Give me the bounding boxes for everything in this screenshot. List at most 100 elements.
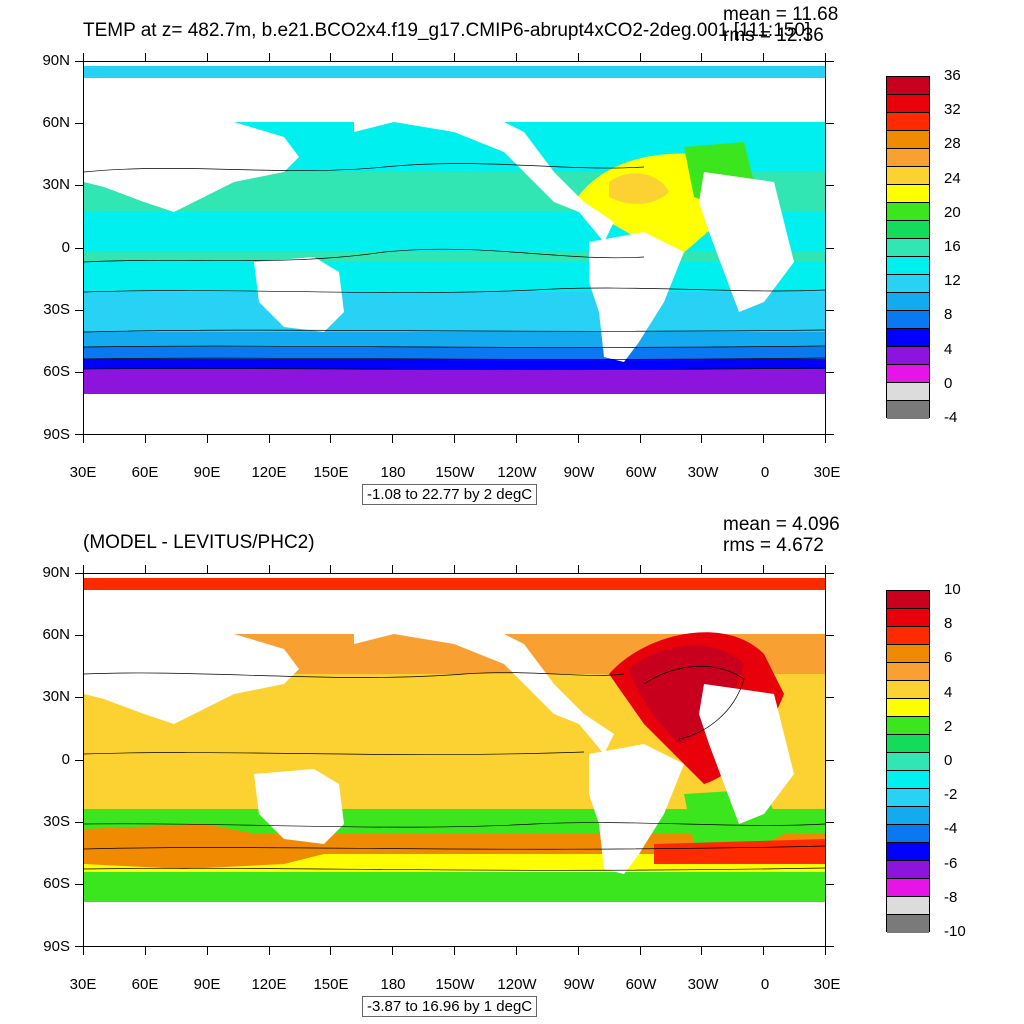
lat-tick: [826, 309, 834, 311]
colorbar-swatch: [887, 275, 929, 293]
contour-line: [643, 665, 745, 740]
south-america-land: [589, 232, 684, 362]
lon-label: 30E: [813, 976, 841, 993]
south-band-1: [84, 292, 825, 332]
lon-tick: [392, 947, 394, 955]
lon-label: 60E: [131, 464, 159, 481]
lon-tick: [83, 53, 84, 61]
lon-label: 120W: [497, 976, 537, 993]
south-atlantic-red: [654, 839, 825, 864]
colorbar-swatch: [887, 915, 929, 933]
lat-label: 90S: [43, 426, 70, 443]
colorbar-swatch: [887, 311, 929, 329]
bottom-mean-label: mean = 4.096: [723, 514, 840, 535]
southern-ocean-band: [84, 872, 825, 902]
lon-label: 30W: [687, 976, 719, 993]
lon-tick: [577, 53, 579, 61]
lon-tick: [83, 947, 84, 955]
colorbar-label: -8: [944, 888, 958, 906]
colorbar-label: 28: [944, 135, 961, 153]
australia-land: [254, 257, 344, 332]
lon-tick: [144, 565, 146, 573]
lat-tick: [826, 123, 834, 125]
colorbar-label: 10: [944, 581, 961, 598]
lon-tick: [454, 947, 455, 955]
colorbar-swatch: [887, 149, 929, 167]
atlantic-warm-core: [609, 173, 669, 204]
lon-tick: [268, 53, 270, 61]
lat-tick: [75, 635, 83, 637]
colorbar-label: 0: [944, 752, 953, 769]
contour-line: [84, 751, 585, 755]
north-atlantic-core: [629, 645, 744, 744]
bottom-map-panel: (MODEL - LEVITUS/PHC2) mean = 4.096 rms …: [0, 512, 1024, 1024]
contour-line: [84, 163, 645, 173]
colorbar-label: -6: [944, 854, 958, 872]
lon-tick: [763, 565, 765, 573]
lon-tick: [515, 53, 517, 61]
top-colorbar: [886, 76, 930, 419]
lat-label: 30S: [43, 813, 70, 830]
bottom-colorbar: [886, 590, 930, 933]
contour-line: [84, 287, 825, 293]
lon-tick: [144, 947, 146, 955]
lon-label: 180: [380, 976, 406, 993]
lon-label: 90W: [563, 976, 595, 993]
colorbar-label: 12: [944, 272, 961, 290]
lat-label: 60N: [42, 626, 70, 643]
colorbar-label: -2: [944, 786, 958, 804]
africa-land: [699, 172, 794, 312]
lat-tick: [75, 371, 83, 373]
lon-tick: [392, 53, 394, 61]
lat-tick: [75, 185, 83, 187]
south-america-land: [589, 744, 684, 874]
lat-tick: [826, 247, 834, 249]
lon-tick: [701, 947, 703, 955]
contour-line: [84, 845, 825, 850]
lon-tick: [330, 435, 332, 443]
top-map-panel: TEMP at z= 482.7m, b.e21.BCO2x4.f19_g17.…: [42, 4, 961, 505]
lon-tick: [83, 565, 84, 573]
contour-line: [84, 867, 825, 871]
colorbar-swatch: [887, 365, 929, 383]
top-rms-label: rms = 12.36: [723, 25, 824, 46]
lon-label: 180: [380, 464, 406, 481]
lon-tick: [83, 435, 84, 443]
north-america-land: [354, 97, 614, 242]
lon-tick: [206, 53, 208, 61]
lat-tick: [826, 573, 834, 574]
lon-tick: [392, 435, 394, 443]
lon-tick: [639, 53, 641, 61]
southern-ocean-band: [84, 369, 825, 394]
lat-label: 90N: [42, 564, 70, 581]
lat-label: 90S: [43, 938, 70, 955]
colorbar-swatch: [887, 113, 929, 131]
colorbar-swatch: [887, 293, 929, 311]
top-map-svg: [84, 62, 825, 434]
colorbar-label: -4: [944, 409, 958, 426]
lon-tick: [144, 53, 146, 61]
colorbar-label: 36: [944, 67, 961, 84]
lon-tick: [763, 53, 765, 61]
colorbar-swatch: [887, 77, 929, 95]
lon-tick: [825, 947, 826, 955]
lat-tick: [826, 434, 834, 435]
lat-tick: [75, 821, 83, 823]
lat-tick: [75, 123, 83, 125]
lat-label: 30S: [43, 301, 70, 318]
colorbar-label: 16: [944, 238, 961, 255]
colorbar-label: 8: [944, 306, 953, 324]
eurasia-land: [84, 614, 299, 724]
lat-tick: [826, 821, 834, 823]
contour-line: [84, 248, 645, 263]
lon-tick: [825, 435, 826, 443]
colorbar-label: 4: [944, 683, 953, 701]
colorbar-swatch: [887, 771, 929, 789]
colorbar-swatch: [887, 591, 929, 609]
bottom-map-svg: [84, 574, 825, 946]
colorbar-swatch: [887, 221, 929, 239]
lon-tick: [701, 53, 703, 61]
lon-tick: [701, 565, 703, 573]
colorbar-swatch: [887, 717, 929, 735]
colorbar-swatch: [887, 627, 929, 645]
